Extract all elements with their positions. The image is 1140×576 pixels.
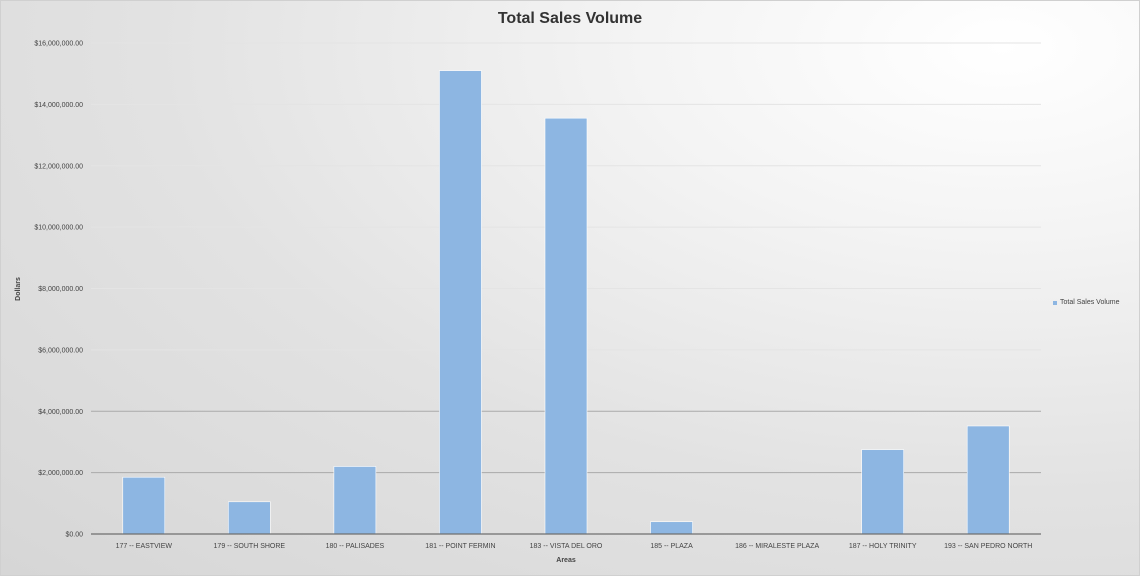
- x-tick-label: 179 -- SOUTH SHORE: [214, 543, 286, 550]
- x-axis-title: Areas: [556, 557, 576, 564]
- chart-title: Total Sales Volume: [497, 10, 643, 27]
- y-tick-label: $8,000,000.00: [38, 286, 83, 293]
- y-tick-label: $6,000,000.00: [38, 347, 83, 354]
- x-tick-label: 183 -- VISTA DEL ORO: [530, 543, 603, 550]
- legend-label: Total Sales Volume: [1060, 299, 1120, 306]
- x-tick-labels: 177 -- EASTVIEW 179 -- SOUTH SHORE 180 -- …: [116, 543, 1033, 550]
- x-tick-label: 186 -- MIRALESTE PLAZA: [735, 543, 819, 550]
- x-tick-label: 181 -- POINT FERMIN: [425, 543, 495, 550]
- bar: [228, 501, 271, 535]
- legend-swatch: [1053, 300, 1057, 305]
- bar: [439, 70, 482, 535]
- y-tick-label: $16,000,000.00: [34, 41, 83, 48]
- legend: Total Sales Volume: [1053, 299, 1120, 306]
- y-tick-label: $10,000,000.00: [34, 225, 83, 232]
- bar: [861, 449, 904, 535]
- bar: [333, 466, 377, 535]
- x-tick-label: 185 -- PLAZA: [650, 543, 693, 550]
- x-tick-label: 187 -- HOLY TRINITY: [849, 543, 917, 550]
- bar: [650, 521, 693, 535]
- x-tick-label: 180 -- PALISADES: [326, 543, 385, 550]
- y-tick-label: $12,000,000.00: [34, 163, 83, 170]
- y-tick-label: $2,000,000.00: [38, 470, 83, 477]
- bars: [122, 70, 1010, 535]
- x-tick-label: 177 -- EASTVIEW: [116, 543, 173, 550]
- y-axis-title: Dollars: [15, 277, 22, 301]
- y-tick-label: $4,000,000.00: [38, 409, 83, 416]
- x-tick-label: 193 -- SAN PEDRO NORTH: [944, 543, 1032, 550]
- bar: [966, 425, 1010, 535]
- bar: [544, 117, 588, 535]
- y-tick-labels: $0.00 $2,000,000.00 $4,000,000.00 $6,000,00…: [34, 41, 83, 539]
- y-tick-label: $14,000,000.00: [34, 102, 83, 109]
- bar: [122, 476, 166, 535]
- y-tick-label: $0.00: [65, 532, 83, 539]
